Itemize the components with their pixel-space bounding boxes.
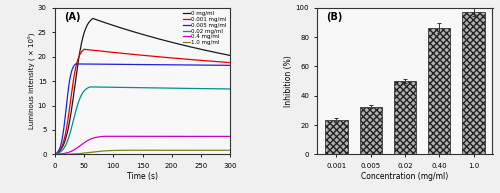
Line: 0 mg/ml: 0 mg/ml: [55, 19, 230, 154]
0.02 mg/ml: [142, 87, 148, 89]
0.001 mg/ml: [81, 48, 87, 50]
0 mg/ml: [70, 103, 75, 106]
Line: 0.001 mg/ml: 0.001 mg/ml: [55, 49, 230, 154]
1.0 mg/ml: [146, 149, 152, 151]
0.005 mg/ml: [52, 153, 58, 156]
Y-axis label: Luminous intensity ( × 10⁵): Luminous intensity ( × 10⁵): [28, 33, 35, 129]
Line: 0.4 mg/ml: 0.4 mg/ml: [55, 136, 230, 154]
1.0 mg/ml: [163, 149, 169, 152]
0.001 mg/ml: [227, 61, 233, 64]
0.005 mg/ml: [227, 64, 233, 67]
0 mg/ml: [144, 34, 150, 37]
1.0 mg/ml: [52, 153, 58, 156]
0.02 mg/ml: [87, 86, 93, 88]
0.02 mg/ml: [68, 129, 74, 131]
Text: (B): (B): [326, 12, 342, 22]
0.005 mg/ml: [62, 123, 68, 125]
1.0 mg/ml: [164, 149, 170, 152]
0.001 mg/ml: [114, 52, 119, 54]
Bar: [325, 120, 347, 154]
0.4 mg/ml: [150, 135, 156, 137]
0.02 mg/ml: [78, 95, 84, 98]
0.4 mg/ml: [227, 135, 233, 138]
X-axis label: Time (s): Time (s): [127, 172, 158, 180]
0 mg/ml: [80, 36, 86, 39]
Bar: [428, 28, 450, 154]
Line: 1.0 mg/ml: 1.0 mg/ml: [55, 150, 230, 154]
0.005 mg/ml: [67, 77, 73, 80]
0 mg/ml: [90, 17, 96, 20]
0.001 mg/ml: [66, 116, 71, 118]
0.005 mg/ml: [72, 63, 78, 65]
1.0 mg/ml: [211, 149, 217, 152]
Line: 0.02 mg/ml: 0.02 mg/ml: [55, 87, 230, 154]
0 mg/ml: [52, 153, 58, 156]
Bar: [360, 107, 382, 154]
0.005 mg/ml: [134, 63, 140, 66]
Text: (A): (A): [64, 12, 80, 22]
0 mg/ml: [144, 35, 150, 37]
0.001 mg/ml: [204, 60, 210, 62]
0.02 mg/ml: [142, 87, 148, 89]
0.4 mg/ml: [208, 135, 214, 138]
0.001 mg/ml: [52, 153, 58, 156]
Bar: [462, 12, 485, 154]
0.005 mg/ml: [106, 63, 112, 65]
1.0 mg/ml: [104, 150, 110, 152]
1.0 mg/ml: [122, 149, 128, 151]
1.0 mg/ml: [84, 152, 90, 154]
0.001 mg/ml: [138, 54, 144, 56]
0.02 mg/ml: [118, 86, 124, 89]
0 mg/ml: [206, 50, 212, 52]
X-axis label: Concentration (mg/ml): Concentration (mg/ml): [362, 172, 448, 180]
0.02 mg/ml: [227, 88, 233, 90]
0 mg/ml: [227, 54, 233, 57]
0.02 mg/ml: [206, 87, 212, 90]
0.001 mg/ml: [139, 54, 145, 56]
0.005 mg/ml: [203, 64, 209, 66]
Line: 0.005 mg/ml: 0.005 mg/ml: [55, 64, 230, 154]
0.4 mg/ml: [74, 146, 80, 149]
1.0 mg/ml: [227, 149, 233, 152]
0.005 mg/ml: [132, 63, 138, 66]
Bar: [394, 81, 416, 154]
0.02 mg/ml: [52, 153, 58, 156]
0 mg/ml: [120, 27, 126, 30]
0.4 mg/ml: [151, 135, 157, 137]
0.4 mg/ml: [52, 153, 58, 156]
0.4 mg/ml: [102, 135, 107, 137]
Y-axis label: Inhibition (%): Inhibition (%): [284, 55, 293, 107]
0.4 mg/ml: [88, 138, 94, 140]
0.001 mg/ml: [74, 63, 80, 66]
Legend: 0 mg/ml, 0.001 mg/ml, 0.005 mg/ml, 0.02 mg/ml, 0.4 mg/ml, 1.0 mg/ml: 0 mg/ml, 0.001 mg/ml, 0.005 mg/ml, 0.02 …: [182, 10, 227, 46]
0.4 mg/ml: [130, 135, 136, 137]
